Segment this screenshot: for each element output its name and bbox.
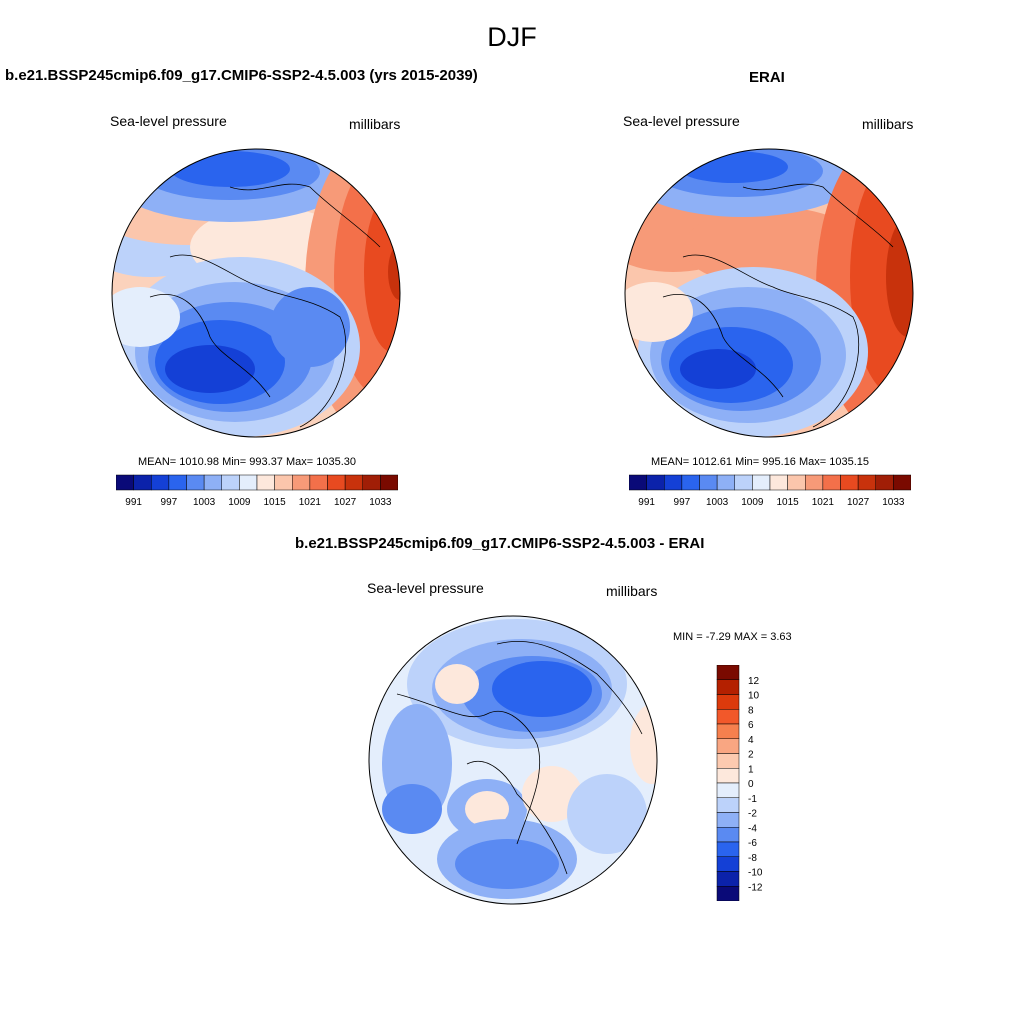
diff-colorbar-tick-label: 0 xyxy=(748,779,754,790)
diff-colorbar-tick-label: 1 xyxy=(748,764,754,775)
colorbar-swatch xyxy=(274,474,293,491)
diff-colorbar-swatch xyxy=(716,841,740,857)
colorbar-tick-label: 1021 xyxy=(299,497,322,508)
colorbar-swatch xyxy=(893,474,911,491)
colorbar-tick-label: 997 xyxy=(161,497,178,508)
panel-3-stats: MIN = -7.29 MAX = 3.63 xyxy=(673,631,792,643)
diff-colorbar-tick-label: -10 xyxy=(748,868,763,879)
diff-colorbar-swatch xyxy=(716,856,740,872)
diff-colorbar-tick-label: -4 xyxy=(748,823,757,834)
colorbar-swatch xyxy=(716,474,735,491)
colorbar-swatch xyxy=(309,474,328,491)
colorbar-tick-label: 1027 xyxy=(334,497,357,508)
panel-3-title: b.e21.BSSP245cmip6.f09_g17.CMIP6-SSP2-4.… xyxy=(295,535,705,552)
colorbar-tick-label: 1033 xyxy=(882,497,905,508)
panel-3-units: millibars xyxy=(606,583,658,599)
diff-colorbar-swatch xyxy=(716,753,740,769)
colorbar-swatch xyxy=(203,474,222,491)
colorbar-swatch xyxy=(239,474,258,491)
colorbar-tick-label: 1015 xyxy=(264,497,287,508)
diff-colorbar-swatch xyxy=(716,782,740,798)
panel-1-stats: MEAN= 1010.98 Min= 993.37 Max= 1035.30 xyxy=(138,456,357,468)
panel-3-map xyxy=(368,615,658,905)
panel-2-units: millibars xyxy=(862,116,914,132)
colorbar-swatch xyxy=(151,474,170,491)
diff-colorbar-tick-label: 6 xyxy=(748,720,754,731)
colorbar-swatch xyxy=(168,474,187,491)
colorbar-swatch xyxy=(646,474,665,491)
colorbar-swatch xyxy=(664,474,683,491)
diff-colorbar-swatch xyxy=(716,665,740,680)
colorbar-swatch xyxy=(362,474,381,491)
panel-1-colorbar: 991 997 1003 1009 1015 1021 1027 1033 xyxy=(116,474,398,508)
diff-colorbar-tick-label: -2 xyxy=(748,809,757,820)
panel-1-variable: Sea-level pressure xyxy=(110,113,227,129)
colorbar-swatch xyxy=(805,474,824,491)
panel-2-variable: Sea-level pressure xyxy=(623,113,740,129)
colorbar-swatch xyxy=(840,474,859,491)
diff-colorbar-tick-label: -12 xyxy=(748,882,763,893)
colorbar-tick-label: 1027 xyxy=(847,497,870,508)
diff-colorbar-swatch xyxy=(716,812,740,828)
colorbar-swatch xyxy=(875,474,894,491)
colorbar-swatch xyxy=(292,474,311,491)
diff-colorbar-swatch xyxy=(716,709,740,725)
panel-3-variable: Sea-level pressure xyxy=(367,580,484,596)
colorbar-tick-label: 1021 xyxy=(812,497,835,508)
colorbar-swatch xyxy=(857,474,876,491)
diff-colorbar-tick-label: 2 xyxy=(748,750,754,761)
panel-1-units: millibars xyxy=(349,116,401,132)
colorbar-tick-label: 1003 xyxy=(706,497,729,508)
diff-colorbar-tick-label: 12 xyxy=(748,676,760,687)
panel-1-title: b.e21.BSSP245cmip6.f09_g17.CMIP6-SSP2-4.… xyxy=(5,67,478,84)
panel-1-map xyxy=(111,148,401,438)
diff-colorbar-swatch xyxy=(716,797,740,813)
colorbar-tick-label: 1033 xyxy=(369,497,392,508)
colorbar-swatch xyxy=(752,474,771,491)
panel-2-map xyxy=(624,148,914,438)
diff-colorbar-swatch xyxy=(716,827,740,843)
diff-colorbar-swatch xyxy=(716,679,740,695)
colorbar-swatch xyxy=(133,474,152,491)
panel-2-stats: MEAN= 1012.61 Min= 995.16 Max= 1035.15 xyxy=(651,456,870,468)
panel-2-colorbar: 991 997 1003 1009 1015 1021 1027 1033 xyxy=(629,474,911,508)
colorbar-swatch xyxy=(787,474,806,491)
colorbar-swatch xyxy=(256,474,275,491)
diff-colorbar-tick-label: -6 xyxy=(748,838,757,849)
colorbar-tick-label: 991 xyxy=(638,497,655,508)
colorbar-swatch xyxy=(769,474,788,491)
colorbar-swatch xyxy=(186,474,205,491)
diff-colorbar-tick-label: -1 xyxy=(748,794,757,805)
colorbar-tick-label: 1003 xyxy=(193,497,216,508)
diff-colorbar-swatch xyxy=(716,723,740,739)
diff-colorbar-tick-label: 4 xyxy=(748,735,754,746)
diff-colorbar-tick-label: 8 xyxy=(748,705,754,716)
colorbar-swatch xyxy=(116,474,134,491)
diff-colorbar-tick-label: -8 xyxy=(748,853,757,864)
colorbar-swatch xyxy=(629,474,647,491)
season-title: DJF xyxy=(487,22,537,52)
diff-colorbar-swatch xyxy=(716,738,740,754)
diff-colorbar-tick-label: 10 xyxy=(748,691,760,702)
colorbar-swatch xyxy=(734,474,753,491)
colorbar-tick-label: 1009 xyxy=(228,497,251,508)
panel-2-title: ERAI xyxy=(749,69,785,86)
colorbar-swatch xyxy=(380,474,398,491)
colorbar-swatch xyxy=(822,474,841,491)
diff-colorbar-swatch xyxy=(716,694,740,710)
colorbar-swatch xyxy=(344,474,363,491)
colorbar-tick-label: 997 xyxy=(674,497,691,508)
diff-colorbar-swatch xyxy=(716,768,740,784)
diff-colorbar-swatch xyxy=(716,886,740,901)
colorbar-swatch xyxy=(699,474,718,491)
colorbar-swatch xyxy=(221,474,240,491)
colorbar-swatch xyxy=(327,474,346,491)
colorbar-tick-label: 991 xyxy=(125,497,142,508)
colorbar-tick-label: 1015 xyxy=(777,497,800,508)
colorbar-tick-label: 1009 xyxy=(741,497,764,508)
diff-colorbar-swatch xyxy=(716,871,740,887)
colorbar-swatch xyxy=(681,474,700,491)
